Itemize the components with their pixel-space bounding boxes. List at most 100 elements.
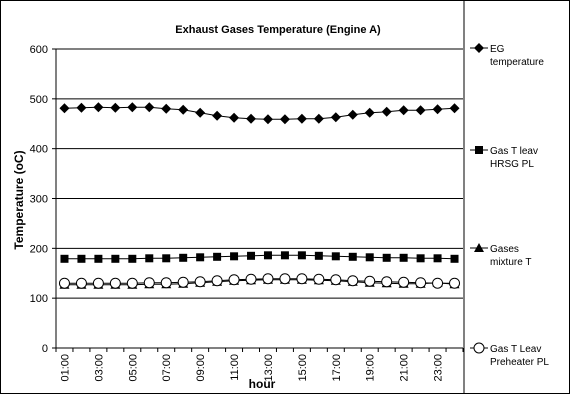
- data-point: [296, 273, 308, 285]
- data-point: [296, 113, 307, 124]
- data-point: [212, 110, 223, 121]
- x-tick-label: 15:00: [297, 354, 309, 382]
- legend-label: HRSG PL: [490, 159, 534, 170]
- data-point: [348, 252, 357, 261]
- legend-item: EG temperature: [470, 43, 544, 68]
- y-tick-label: 200: [30, 243, 48, 255]
- data-point: [279, 114, 290, 125]
- y-tick-label: 400: [30, 144, 48, 156]
- data-point: [473, 342, 485, 354]
- data-point: [347, 109, 358, 120]
- data-point: [382, 253, 391, 262]
- x-tick-label: 17:00: [331, 354, 343, 382]
- legend-item: Gas T leav HRSG PL: [470, 146, 538, 170]
- data-point: [211, 275, 223, 287]
- legend: EG temperature Gas T leav HRSG PL Gases mixtu…: [470, 43, 549, 368]
- legend-label: Gas T leav: [490, 146, 538, 157]
- data-point: [127, 102, 138, 113]
- data-point: [228, 274, 240, 286]
- data-point: [297, 251, 306, 260]
- data-point: [60, 254, 69, 263]
- y-tick-labels: 0 100 200 300 400 500 600: [30, 44, 48, 355]
- data-point: [364, 107, 375, 118]
- series-line: [64, 278, 455, 284]
- x-axis-title: hour: [249, 377, 276, 391]
- data-point: [230, 252, 239, 261]
- data-point: [475, 146, 483, 154]
- legend-item: Gas T Leav Preheater PL: [470, 342, 549, 368]
- data-point: [179, 253, 188, 262]
- x-tick-label: 23:00: [433, 354, 445, 382]
- x-tick-label: 01:00: [59, 354, 71, 382]
- data-point: [263, 251, 272, 260]
- data-point: [77, 254, 86, 263]
- chart-title: Exhaust Gases Temperature (Engine A): [175, 24, 381, 36]
- data-point: [128, 254, 137, 263]
- y-tick-label: 100: [30, 293, 48, 305]
- x-tick-label: 19:00: [365, 354, 377, 382]
- data-point: [365, 253, 374, 262]
- x-tick-label: 21:00: [399, 354, 411, 382]
- data-point: [213, 252, 222, 261]
- data-point: [364, 275, 376, 287]
- series-line: [64, 254, 455, 260]
- legend-label: temperature: [490, 57, 544, 68]
- data-point: [144, 102, 155, 113]
- data-point: [229, 112, 240, 123]
- data-point: [162, 254, 171, 263]
- data-point: [161, 103, 172, 114]
- data-point: [381, 276, 393, 288]
- data-point: [415, 277, 427, 289]
- axes: [52, 48, 464, 352]
- x-tick-label: 13:00: [263, 354, 275, 382]
- x-tick-label: 07:00: [161, 354, 173, 382]
- data-point: [110, 102, 121, 113]
- legend-label: Gases: [490, 244, 519, 255]
- data-point: [246, 113, 257, 124]
- data-point: [313, 113, 324, 124]
- series-gas-t-leav-preheater-pl: [58, 273, 461, 289]
- data-point: [194, 276, 206, 288]
- legend-label: Preheater PL: [490, 357, 549, 368]
- data-point: [433, 254, 442, 263]
- x-tick-labels: 01:00 03:00 05:00 07:00 09:00 11:00 13:00 15:00…: [59, 354, 444, 382]
- series-layer: [58, 102, 461, 289]
- legend-label: mixture T: [490, 257, 532, 268]
- data-point: [416, 254, 425, 263]
- data-point: [262, 273, 274, 285]
- legend-label: Gas T Leav: [490, 344, 541, 355]
- data-point: [245, 273, 257, 285]
- data-point: [474, 243, 484, 252]
- series-gas-t-leav-hrsg-pl: [60, 251, 459, 263]
- data-point: [160, 277, 172, 289]
- data-point: [313, 273, 325, 285]
- y-tick-label: 600: [30, 44, 48, 56]
- data-point: [449, 277, 461, 289]
- data-point: [177, 276, 189, 288]
- series-line: [64, 106, 455, 120]
- data-point: [381, 106, 392, 117]
- data-point: [398, 276, 410, 288]
- data-point: [109, 277, 121, 289]
- y-tick-label: 0: [42, 343, 48, 355]
- data-point: [195, 107, 206, 118]
- data-point: [279, 273, 291, 285]
- data-point: [58, 277, 70, 289]
- data-point: [145, 254, 154, 263]
- x-tick-label: 05:00: [127, 354, 139, 382]
- data-point: [94, 254, 103, 263]
- data-point: [111, 254, 120, 263]
- legend-item: Gases mixture T: [470, 243, 532, 268]
- data-point: [178, 104, 189, 115]
- x-tick-label: 03:00: [93, 354, 105, 382]
- data-point: [280, 251, 289, 260]
- data-point: [126, 277, 138, 289]
- grid-lines: [56, 48, 463, 299]
- y-tick-label: 500: [30, 94, 48, 106]
- data-point: [76, 102, 87, 113]
- data-point: [92, 277, 104, 289]
- data-point: [415, 105, 426, 116]
- data-point: [432, 277, 444, 289]
- data-point: [330, 274, 342, 286]
